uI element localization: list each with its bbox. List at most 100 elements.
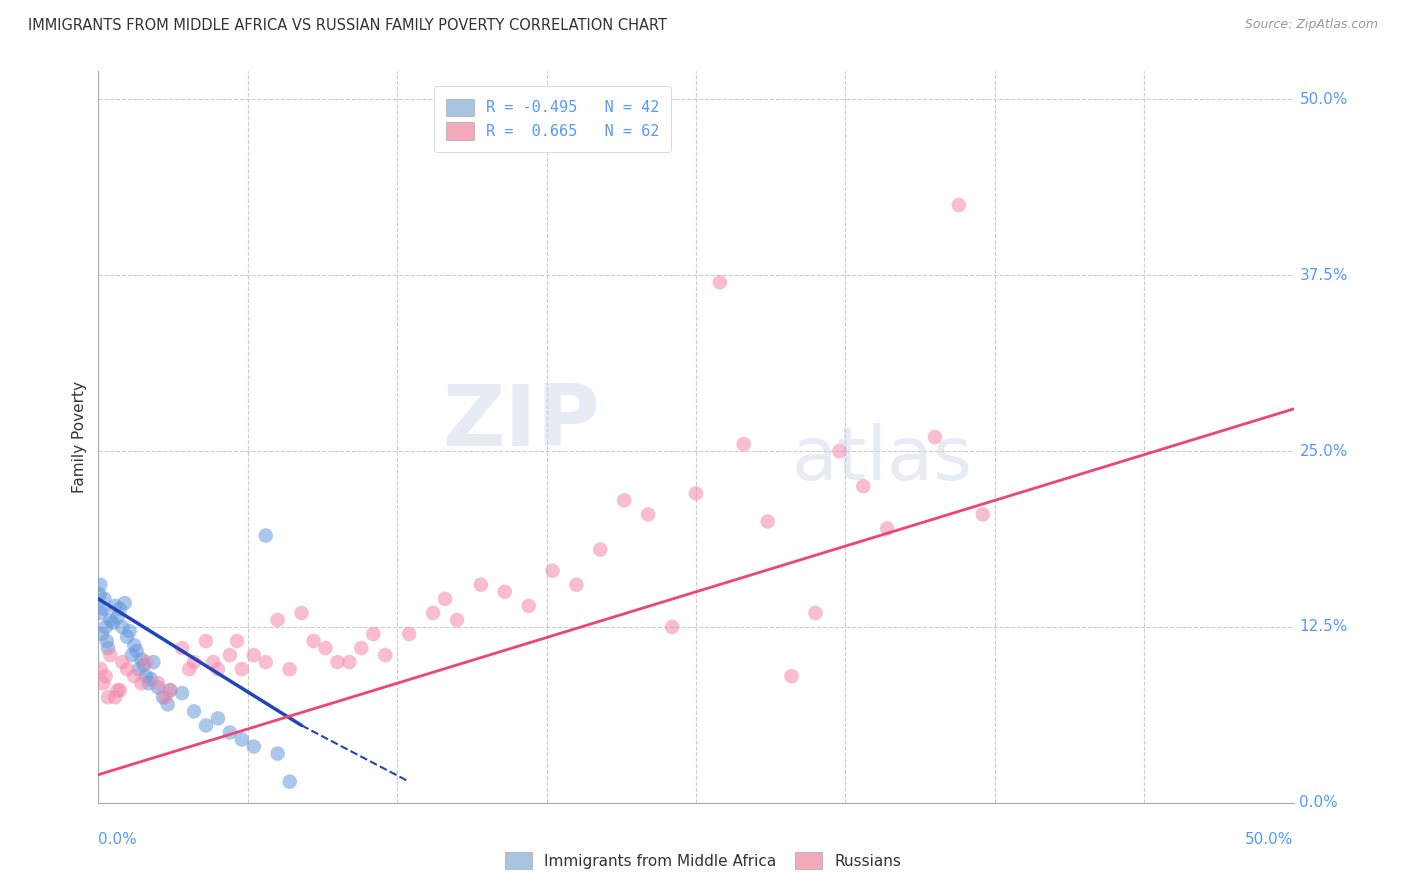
Point xyxy=(733,437,755,451)
Point xyxy=(326,655,349,669)
Point xyxy=(446,613,468,627)
Legend: Immigrants from Middle Africa, Russians: Immigrants from Middle Africa, Russians xyxy=(499,846,907,875)
Point xyxy=(142,655,165,669)
Point xyxy=(159,683,181,698)
Point xyxy=(637,508,659,522)
Text: ZIP: ZIP xyxy=(443,381,600,464)
Point xyxy=(194,718,217,732)
Point xyxy=(804,606,827,620)
Point xyxy=(159,683,181,698)
Point xyxy=(155,690,177,705)
Point xyxy=(254,655,277,669)
Point xyxy=(90,662,112,676)
Point xyxy=(107,610,129,624)
Point xyxy=(111,655,134,669)
Text: 50.0%: 50.0% xyxy=(1299,92,1348,107)
Point xyxy=(96,634,118,648)
Point xyxy=(226,634,249,648)
Point xyxy=(93,591,115,606)
Point xyxy=(138,676,160,690)
Point xyxy=(494,584,516,599)
Point xyxy=(139,672,162,686)
Text: 0.0%: 0.0% xyxy=(1299,796,1339,810)
Point xyxy=(219,648,242,662)
Point xyxy=(172,641,194,656)
Point xyxy=(398,627,420,641)
Text: 25.0%: 25.0% xyxy=(1299,443,1348,458)
Point xyxy=(91,601,114,615)
Point xyxy=(541,564,564,578)
Point xyxy=(194,634,217,648)
Point xyxy=(89,588,111,602)
Point xyxy=(108,601,131,615)
Point xyxy=(183,705,205,719)
Point xyxy=(124,638,146,652)
Point xyxy=(242,739,264,754)
Legend: R = -0.495   N = 42, R =  0.665   N = 62: R = -0.495 N = 42, R = 0.665 N = 62 xyxy=(434,87,671,153)
Point xyxy=(363,627,385,641)
Text: Source: ZipAtlas.com: Source: ZipAtlas.com xyxy=(1244,18,1378,31)
Point xyxy=(94,669,117,683)
Point xyxy=(94,620,117,634)
Point xyxy=(91,676,114,690)
Point xyxy=(254,528,277,542)
Point xyxy=(121,648,143,662)
Point xyxy=(337,655,360,669)
Point xyxy=(148,676,170,690)
Point xyxy=(972,508,994,522)
Point xyxy=(98,648,122,662)
Point xyxy=(948,198,970,212)
Point xyxy=(828,444,851,458)
Text: IMMIGRANTS FROM MIDDLE AFRICA VS RUSSIAN FAMILY POVERTY CORRELATION CHART: IMMIGRANTS FROM MIDDLE AFRICA VS RUSSIAN… xyxy=(28,18,666,33)
Point xyxy=(97,690,120,705)
Point xyxy=(852,479,875,493)
Point xyxy=(278,774,301,789)
Point xyxy=(613,493,636,508)
Point xyxy=(231,732,253,747)
Point xyxy=(374,648,396,662)
Point xyxy=(124,669,146,683)
Point xyxy=(125,644,148,658)
Point xyxy=(661,620,683,634)
Point xyxy=(131,652,153,666)
Point xyxy=(152,690,174,705)
Point xyxy=(278,662,301,676)
Point xyxy=(290,606,312,620)
Point xyxy=(207,662,229,676)
Point xyxy=(108,683,131,698)
Point xyxy=(242,648,264,662)
Point xyxy=(128,662,150,676)
Point xyxy=(114,596,136,610)
Point xyxy=(219,725,242,739)
Point xyxy=(156,698,179,712)
Point xyxy=(97,641,120,656)
Point xyxy=(422,606,444,620)
Point xyxy=(207,711,229,725)
Text: 12.5%: 12.5% xyxy=(1299,619,1348,634)
Point xyxy=(104,599,127,613)
Point xyxy=(179,662,201,676)
Point xyxy=(685,486,707,500)
Point xyxy=(267,613,290,627)
Point xyxy=(135,655,157,669)
Point xyxy=(350,641,373,656)
Text: 37.5%: 37.5% xyxy=(1299,268,1348,283)
Point xyxy=(135,669,157,683)
Point xyxy=(132,657,155,672)
Point xyxy=(90,606,112,620)
Point xyxy=(589,542,612,557)
Point xyxy=(565,578,588,592)
Point xyxy=(107,683,129,698)
Point xyxy=(131,676,153,690)
Point xyxy=(517,599,540,613)
Point xyxy=(709,276,731,290)
Point xyxy=(470,578,492,592)
Point xyxy=(89,578,111,592)
Point xyxy=(91,627,114,641)
Point xyxy=(115,630,138,644)
Point xyxy=(101,615,124,630)
Point xyxy=(118,624,141,639)
Point xyxy=(756,515,779,529)
Text: atlas: atlas xyxy=(792,423,973,496)
Point xyxy=(315,641,337,656)
